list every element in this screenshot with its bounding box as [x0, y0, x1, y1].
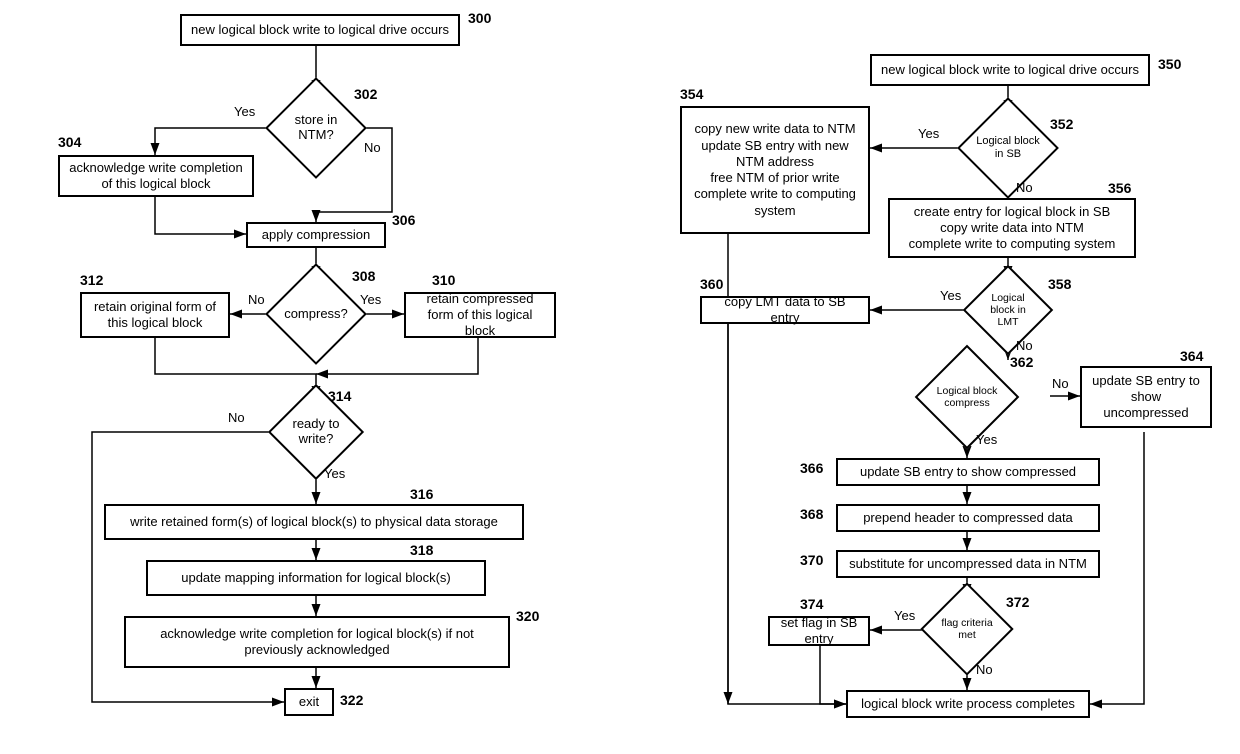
node-316: write retained form(s) of logical block(… — [104, 504, 524, 540]
node-304-text: acknowledge write completion of this log… — [68, 160, 244, 193]
ref-354: 354 — [680, 86, 703, 102]
node-306: apply compression — [246, 222, 386, 248]
node-372-text: flag criteria met — [934, 596, 1000, 662]
ref-316: 316 — [410, 486, 433, 502]
ref-310: 310 — [432, 272, 455, 288]
node-316-text: write retained form(s) of logical block(… — [130, 514, 498, 530]
node-308-text: compress? — [280, 278, 352, 350]
node-364-text: update SB entry to show uncompressed — [1090, 373, 1202, 422]
node-304: acknowledge write completion of this log… — [58, 155, 254, 197]
node-364: update SB entry to show uncompressed — [1080, 366, 1212, 428]
ref-312: 312 — [80, 272, 103, 288]
label-352-yes: Yes — [918, 126, 939, 141]
node-312-text: retain original form of this logical blo… — [90, 299, 220, 332]
node-354-text: copy new write data to NTM update SB ent… — [690, 121, 860, 219]
node-368-text: prepend header to compressed data — [863, 510, 1073, 526]
label-308-no: No — [248, 292, 265, 307]
node-320-text: acknowledge write completion for logical… — [134, 626, 500, 659]
node-310-text: retain compressed form of this logical b… — [414, 291, 546, 340]
node-372: flag criteria met — [934, 596, 1000, 662]
ref-358: 358 — [1048, 276, 1071, 292]
node-350: new logical block write to logical drive… — [870, 54, 1150, 86]
node-314: ready to write? — [282, 398, 350, 466]
node-352-text: Logical block in SB — [972, 112, 1044, 184]
ref-364: 364 — [1180, 348, 1203, 364]
ref-356: 356 — [1108, 180, 1131, 196]
node-354: copy new write data to NTM update SB ent… — [680, 106, 870, 234]
node-370-text: substitute for uncompressed data in NTM — [849, 556, 1087, 572]
ref-306: 306 — [392, 212, 415, 228]
node-358: Logical block in LMT — [976, 278, 1040, 342]
ref-300: 300 — [468, 10, 491, 26]
ref-304: 304 — [58, 134, 81, 150]
node-360: copy LMT data to SB entry — [700, 296, 870, 324]
node-360-text: copy LMT data to SB entry — [710, 294, 860, 327]
ref-370: 370 — [800, 552, 823, 568]
label-352-no: No — [1016, 180, 1033, 195]
ref-314: 314 — [328, 388, 351, 404]
node-356: create entry for logical block in SB cop… — [888, 198, 1136, 258]
label-372-no: No — [976, 662, 993, 677]
node-318-text: update mapping information for logical b… — [181, 570, 451, 586]
label-314-no: No — [228, 410, 245, 425]
node-322: exit — [284, 688, 334, 716]
node-312: retain original form of this logical blo… — [80, 292, 230, 338]
label-372-yes: Yes — [894, 608, 915, 623]
ref-374: 374 — [800, 596, 823, 612]
ref-372: 372 — [1006, 594, 1029, 610]
label-302-yes: Yes — [234, 104, 255, 119]
node-368: prepend header to compressed data — [836, 504, 1100, 532]
ref-302: 302 — [354, 86, 377, 102]
node-376: logical block write process completes — [846, 690, 1090, 718]
node-370: substitute for uncompressed data in NTM — [836, 550, 1100, 578]
ref-350: 350 — [1158, 56, 1181, 72]
node-366: update SB entry to show compressed — [836, 458, 1100, 486]
ref-320: 320 — [516, 608, 539, 624]
label-308-yes: Yes — [360, 292, 381, 307]
node-374: set flag in SB entry — [768, 616, 870, 646]
node-366-text: update SB entry to show compressed — [860, 464, 1076, 480]
ref-366: 366 — [800, 460, 823, 476]
ref-360: 360 — [700, 276, 723, 292]
label-358-no: No — [1016, 338, 1033, 353]
node-306-text: apply compression — [262, 227, 370, 243]
ref-322: 322 — [340, 692, 363, 708]
ref-308: 308 — [352, 268, 375, 284]
node-376-text: logical block write process completes — [861, 696, 1075, 712]
node-322-text: exit — [299, 694, 319, 710]
node-318: update mapping information for logical b… — [146, 560, 486, 596]
node-362: Logical block compress — [930, 360, 1004, 434]
node-300-text: new logical block write to logical drive… — [191, 22, 449, 38]
node-356-text: create entry for logical block in SB cop… — [909, 204, 1116, 253]
label-358-yes: Yes — [940, 288, 961, 303]
node-352: Logical block in SB — [972, 112, 1044, 184]
node-358-text: Logical block in LMT — [976, 278, 1040, 342]
ref-318: 318 — [410, 542, 433, 558]
node-314-text: ready to write? — [282, 398, 350, 466]
label-302-no: No — [364, 140, 381, 155]
ref-362: 362 — [1010, 354, 1033, 370]
node-308: compress? — [280, 278, 352, 350]
node-320: acknowledge write completion for logical… — [124, 616, 510, 668]
label-314-yes: Yes — [324, 466, 345, 481]
node-362-text: Logical block compress — [930, 360, 1004, 434]
ref-368: 368 — [800, 506, 823, 522]
node-302: store in NTM? — [280, 92, 352, 164]
node-310: retain compressed form of this logical b… — [404, 292, 556, 338]
label-362-yes: Yes — [976, 432, 997, 447]
node-300: new logical block write to logical drive… — [180, 14, 460, 46]
ref-352: 352 — [1050, 116, 1073, 132]
node-350-text: new logical block write to logical drive… — [881, 62, 1139, 78]
node-302-text: store in NTM? — [280, 92, 352, 164]
node-374-text: set flag in SB entry — [778, 615, 860, 648]
label-362-no: No — [1052, 376, 1069, 391]
